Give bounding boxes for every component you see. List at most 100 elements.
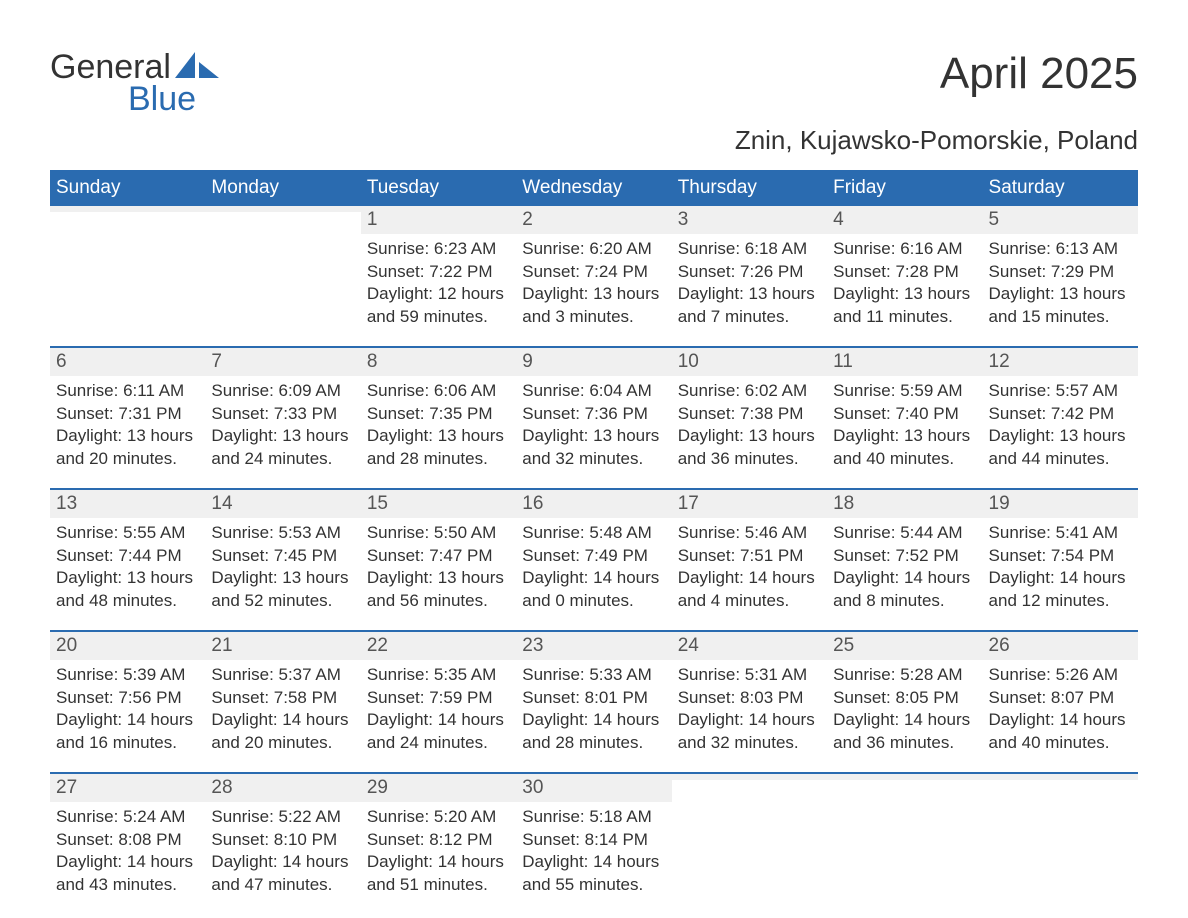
- weekday-header: Tuesday: [361, 170, 516, 206]
- day-number-row: [50, 206, 205, 212]
- day-sunrise: Sunrise: 6:04 AM: [522, 380, 665, 403]
- day-cell: 29Sunrise: 5:20 AMSunset: 8:12 PMDayligh…: [361, 774, 516, 914]
- day-sunset: Sunset: 7:22 PM: [367, 261, 510, 284]
- day-number-row: 17: [672, 490, 827, 518]
- day-details: Sunrise: 5:28 AMSunset: 8:05 PMDaylight:…: [833, 664, 976, 756]
- day-number-row: 20: [50, 632, 205, 660]
- day-cell: 10Sunrise: 6:02 AMSunset: 7:38 PMDayligh…: [672, 348, 827, 488]
- day-cell: 18Sunrise: 5:44 AMSunset: 7:52 PMDayligh…: [827, 490, 982, 630]
- weekday-header: Friday: [827, 170, 982, 206]
- day-details: Sunrise: 5:33 AMSunset: 8:01 PMDaylight:…: [522, 664, 665, 756]
- day-sunset: Sunset: 7:36 PM: [522, 403, 665, 426]
- day-d2: and 47 minutes.: [211, 874, 354, 897]
- day-number: 2: [522, 209, 533, 230]
- day-sunrise: Sunrise: 6:02 AM: [678, 380, 821, 403]
- day-d1: Daylight: 13 hours: [56, 425, 199, 448]
- day-d2: and 36 minutes.: [833, 732, 976, 755]
- day-sunrise: Sunrise: 6:06 AM: [367, 380, 510, 403]
- logo-line2: Blue: [50, 84, 219, 115]
- day-d1: Daylight: 13 hours: [833, 425, 976, 448]
- day-d2: and 4 minutes.: [678, 590, 821, 613]
- day-details: Sunrise: 5:31 AMSunset: 8:03 PMDaylight:…: [678, 664, 821, 756]
- day-number: 14: [211, 493, 232, 514]
- day-d2: and 52 minutes.: [211, 590, 354, 613]
- day-d2: and 0 minutes.: [522, 590, 665, 613]
- day-details: Sunrise: 6:13 AMSunset: 7:29 PMDaylight:…: [989, 238, 1132, 330]
- day-d2: and 36 minutes.: [678, 448, 821, 471]
- day-number: 7: [211, 351, 222, 372]
- day-sunset: Sunset: 7:28 PM: [833, 261, 976, 284]
- day-d1: Daylight: 14 hours: [367, 709, 510, 732]
- day-sunrise: Sunrise: 5:57 AM: [989, 380, 1132, 403]
- day-d2: and 40 minutes.: [989, 732, 1132, 755]
- day-cell: 22 Sunrise: 5:35 AMSunset: 7:59 PMDayligh…: [361, 632, 516, 772]
- day-details: Sunrise: 6:02 AMSunset: 7:38 PMDaylight:…: [678, 380, 821, 472]
- sail-icon: [175, 50, 219, 84]
- day-sunrise: Sunrise: 5:39 AM: [56, 664, 199, 687]
- day-d1: Daylight: 14 hours: [522, 709, 665, 732]
- day-d1: Daylight: 14 hours: [678, 709, 821, 732]
- day-d1: Daylight: 13 hours: [211, 425, 354, 448]
- day-number-row: 3: [672, 206, 827, 234]
- day-number-row: 19: [983, 490, 1138, 518]
- day-sunset: Sunset: 7:26 PM: [678, 261, 821, 284]
- day-sunrise: Sunrise: 6:23 AM: [367, 238, 510, 261]
- day-number: 9: [522, 351, 533, 372]
- day-sunset: Sunset: 7:45 PM: [211, 545, 354, 568]
- day-number-row: 22: [361, 632, 516, 660]
- weekday-header: Thursday: [672, 170, 827, 206]
- day-sunrise: Sunrise: 5:53 AM: [211, 522, 354, 545]
- day-cell: 20Sunrise: 5:39 AMSunset: 7:56 PMDayligh…: [50, 632, 205, 772]
- day-number: 26: [989, 635, 1010, 656]
- day-number-row: [983, 774, 1138, 780]
- day-number-row: 30: [516, 774, 671, 802]
- day-number-row: 7: [205, 348, 360, 376]
- day-details: Sunrise: 5:41 AMSunset: 7:54 PMDaylight:…: [989, 522, 1132, 614]
- day-cell: [983, 774, 1138, 914]
- day-cell: 4Sunrise: 6:16 AMSunset: 7:28 PMDaylight…: [827, 206, 982, 346]
- day-cell: [205, 206, 360, 346]
- day-number: 20: [56, 635, 77, 656]
- day-d1: Daylight: 13 hours: [367, 425, 510, 448]
- day-cell: 11 Sunrise: 5:59 AMSunset: 7:40 PMDayligh…: [827, 348, 982, 488]
- day-d1: Daylight: 13 hours: [678, 425, 821, 448]
- day-number-row: 12: [983, 348, 1138, 376]
- day-details: Sunrise: 5:35 AMSunset: 7:59 PMDaylight:…: [367, 664, 510, 756]
- weekday-header: Sunday: [50, 170, 205, 206]
- logo-line1-wrap: General: [50, 50, 219, 84]
- day-number-row: 8: [361, 348, 516, 376]
- day-sunset: Sunset: 7:35 PM: [367, 403, 510, 426]
- day-sunset: Sunset: 7:40 PM: [833, 403, 976, 426]
- day-cell: [827, 774, 982, 914]
- day-details: Sunrise: 5:57 AMSunset: 7:42 PMDaylight:…: [989, 380, 1132, 472]
- day-details: Sunrise: 5:59 AMSunset: 7:40 PMDaylight:…: [833, 380, 976, 472]
- day-sunset: Sunset: 7:52 PM: [833, 545, 976, 568]
- day-sunrise: Sunrise: 6:20 AM: [522, 238, 665, 261]
- day-number-row: 14: [205, 490, 360, 518]
- day-sunset: Sunset: 7:51 PM: [678, 545, 821, 568]
- day-number: 11: [833, 351, 853, 372]
- week-row: 27Sunrise: 5:24 AMSunset: 8:08 PMDayligh…: [50, 772, 1138, 914]
- day-cell: 1Sunrise: 6:23 AMSunset: 7:22 PMDaylight…: [361, 206, 516, 346]
- day-sunset: Sunset: 7:33 PM: [211, 403, 354, 426]
- location-subtitle: Znin, Kujawsko-Pomorskie, Poland: [50, 125, 1138, 156]
- day-cell: 23Sunrise: 5:33 AMSunset: 8:01 PMDayligh…: [516, 632, 671, 772]
- day-sunrise: Sunrise: 5:46 AM: [678, 522, 821, 545]
- day-d1: Daylight: 14 hours: [522, 851, 665, 874]
- day-d1: Daylight: 14 hours: [989, 709, 1132, 732]
- week-row: 6Sunrise: 6:11 AMSunset: 7:31 PMDaylight…: [50, 346, 1138, 488]
- day-details: Sunrise: 6:16 AMSunset: 7:28 PMDaylight:…: [833, 238, 976, 330]
- day-d1: Daylight: 14 hours: [678, 567, 821, 590]
- day-cell: 12 Sunrise: 5:57 AMSunset: 7:42 PMDayligh…: [983, 348, 1138, 488]
- day-number: 30: [522, 777, 543, 798]
- day-sunrise: Sunrise: 6:18 AM: [678, 238, 821, 261]
- week-row: 13Sunrise: 5:55 AMSunset: 7:44 PMDayligh…: [50, 488, 1138, 630]
- day-number-row: 29: [361, 774, 516, 802]
- day-number: 21: [211, 635, 232, 656]
- day-number-row: 27: [50, 774, 205, 802]
- day-details: Sunrise: 6:09 AMSunset: 7:33 PMDaylight:…: [211, 380, 354, 472]
- weekday-header: Monday: [205, 170, 360, 206]
- day-details: Sunrise: 5:44 AMSunset: 7:52 PMDaylight:…: [833, 522, 976, 614]
- day-number: 19: [989, 493, 1010, 514]
- day-sunset: Sunset: 7:58 PM: [211, 687, 354, 710]
